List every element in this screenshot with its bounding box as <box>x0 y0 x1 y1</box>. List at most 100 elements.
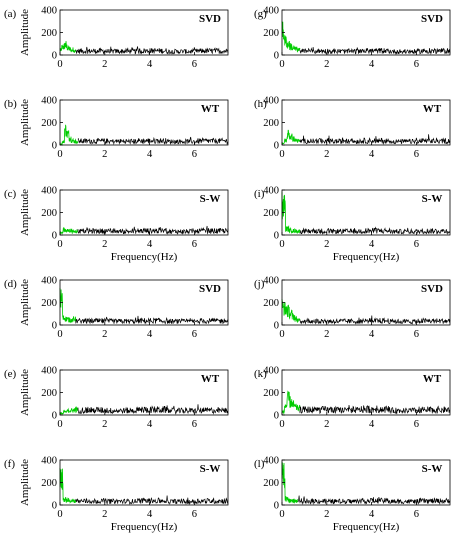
panel-label: (j) <box>254 278 265 290</box>
x-tick-label: 2 <box>102 239 107 250</box>
series-green-line <box>281 129 301 145</box>
method-label: S-W <box>200 193 221 205</box>
y-axis-label: Amplitude <box>19 279 31 326</box>
x-tick-label: 4 <box>369 509 375 520</box>
x-tick-label: 6 <box>192 59 197 70</box>
y-tick-label: 400 <box>41 6 57 17</box>
y-tick-label: 400 <box>41 186 57 197</box>
series-green-line <box>281 192 301 235</box>
series-green-line <box>59 41 77 53</box>
panel-5: 0 200 400 0 2 4 6 (e) WT Amplitude <box>4 366 229 430</box>
y-tick-label: 200 <box>41 298 57 309</box>
x-tick-label: 4 <box>147 59 153 70</box>
panel-label: (g) <box>254 8 267 20</box>
x-tick-label: 4 <box>147 239 153 250</box>
x-tick-label: 2 <box>102 509 107 520</box>
x-tick-label: 0 <box>279 149 284 160</box>
y-axis-label: Amplitude <box>19 369 31 416</box>
y-tick-label: 0 <box>52 411 57 422</box>
x-tick-label: 4 <box>369 59 375 70</box>
x-tick-label: 0 <box>57 329 62 340</box>
panel-label: (l) <box>254 458 265 470</box>
panel-label: (k) <box>254 368 267 380</box>
panel-3: 0 200 400 0 2 4 6 (c) S-W Amplitude Frequency(Hz) <box>4 186 229 263</box>
method-label: WT <box>423 103 442 115</box>
x-tick-label: 0 <box>57 239 62 250</box>
x-tick-label: 6 <box>414 419 419 430</box>
y-axis-label: Amplitude <box>19 459 31 506</box>
x-tick-label: 4 <box>147 509 153 520</box>
panel-label: (d) <box>4 278 17 290</box>
series-black-line <box>75 495 229 506</box>
y-tick-label: 0 <box>52 51 57 62</box>
panel-1: 0 200 400 0 2 4 6 (a) SVD Amplitude <box>4 6 229 70</box>
method-label: SVD <box>421 283 443 295</box>
method-label: WT <box>201 103 220 115</box>
x-tick-label: 6 <box>414 59 419 70</box>
series-green-line <box>59 124 79 146</box>
method-label: WT <box>423 373 442 385</box>
x-tick-label: 4 <box>369 419 375 430</box>
panel-9: 0 200 400 0 2 4 6 (i) S-W Frequency(Hz) <box>254 186 451 263</box>
y-tick-label: 400 <box>41 276 57 287</box>
series-black-line <box>299 404 451 415</box>
x-tick-label: 6 <box>414 239 419 250</box>
y-tick-label: 400 <box>263 456 279 467</box>
series-green-line <box>59 406 79 416</box>
y-tick-label: 200 <box>41 478 57 489</box>
y-tick-label: 0 <box>52 501 57 512</box>
y-tick-label: 400 <box>41 456 57 467</box>
x-tick-label: 6 <box>192 329 197 340</box>
panel-11: 0 200 400 0 2 4 6 (k) WT <box>254 366 451 430</box>
series-black-line <box>77 225 229 235</box>
panel-label: (i) <box>254 188 265 200</box>
series-black-line <box>75 315 229 325</box>
y-tick-label: 400 <box>41 366 57 377</box>
method-label: SVD <box>421 13 443 25</box>
y-axis-label: Amplitude <box>19 9 31 56</box>
method-label: S-W <box>422 193 443 205</box>
y-tick-label: 400 <box>263 186 279 197</box>
panel-label: (c) <box>4 188 17 200</box>
y-tick-label: 0 <box>274 231 279 242</box>
x-tick-label: 2 <box>102 149 107 160</box>
series-black-line <box>77 404 229 415</box>
x-tick-label: 6 <box>414 329 419 340</box>
x-tick-label: 0 <box>57 149 62 160</box>
x-tick-label: 6 <box>414 149 419 160</box>
y-tick-label: 0 <box>274 501 279 512</box>
y-tick-label: 0 <box>52 231 57 242</box>
series-green-line <box>281 462 299 504</box>
x-tick-label: 0 <box>57 509 62 520</box>
x-tick-label: 0 <box>279 59 284 70</box>
panel-12: 0 200 400 0 2 4 6 (l) S-W Frequency(Hz) <box>254 456 451 533</box>
y-tick-label: 200 <box>263 388 279 399</box>
x-tick-label: 2 <box>102 329 107 340</box>
series-green-line <box>59 467 77 504</box>
y-tick-label: 200 <box>263 28 279 39</box>
x-tick-label: 0 <box>57 419 62 430</box>
x-axis-label: Frequency(Hz) <box>333 251 400 263</box>
panel-7: 0 200 400 0 2 4 6 (g) SVD <box>254 6 451 70</box>
method-label: SVD <box>199 13 221 25</box>
x-tick-label: 6 <box>192 149 197 160</box>
y-tick-label: 0 <box>274 141 279 152</box>
x-tick-label: 6 <box>192 509 197 520</box>
x-tick-label: 4 <box>369 239 375 250</box>
series-black-line <box>75 46 229 55</box>
x-tick-label: 0 <box>279 419 284 430</box>
series-black-line <box>299 134 451 145</box>
method-label: SVD <box>199 283 221 295</box>
series-black-line <box>77 136 229 146</box>
x-tick-label: 0 <box>279 239 284 250</box>
x-tick-label: 2 <box>324 59 329 70</box>
y-tick-label: 200 <box>263 118 279 129</box>
x-tick-label: 4 <box>147 149 153 160</box>
series-green-line <box>59 227 79 235</box>
method-label: S-W <box>200 463 221 475</box>
panel-2: 0 200 400 0 2 4 6 (b) WT Amplitude <box>4 96 229 160</box>
y-tick-label: 400 <box>263 366 279 377</box>
x-axis-label: Frequency(Hz) <box>111 521 178 533</box>
y-tick-label: 400 <box>263 96 279 107</box>
